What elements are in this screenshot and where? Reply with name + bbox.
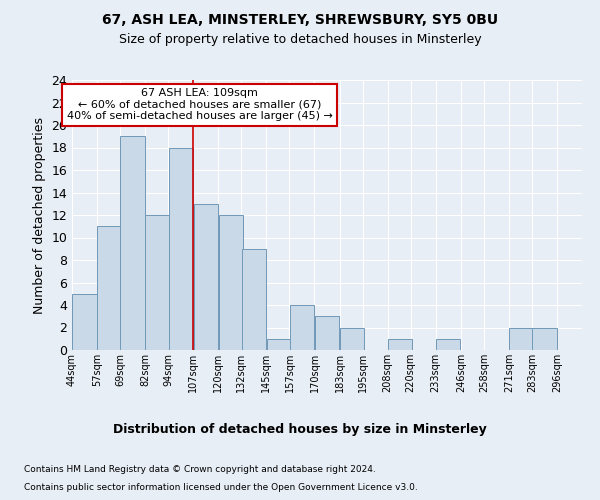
Bar bbox=[266, 339, 291, 350]
Bar bbox=[532, 328, 557, 350]
Text: Size of property relative to detached houses in Minsterley: Size of property relative to detached ho… bbox=[119, 32, 481, 46]
Bar bbox=[218, 215, 243, 350]
Bar bbox=[290, 305, 314, 350]
Bar bbox=[436, 339, 460, 350]
Bar bbox=[121, 136, 145, 350]
Text: Contains public sector information licensed under the Open Government Licence v3: Contains public sector information licen… bbox=[24, 482, 418, 492]
Text: Distribution of detached houses by size in Minsterley: Distribution of detached houses by size … bbox=[113, 422, 487, 436]
Bar bbox=[315, 316, 339, 350]
Y-axis label: Number of detached properties: Number of detached properties bbox=[33, 116, 46, 314]
Bar bbox=[145, 215, 170, 350]
Bar bbox=[242, 249, 266, 350]
Bar bbox=[72, 294, 97, 350]
Bar bbox=[509, 328, 533, 350]
Text: 67, ASH LEA, MINSTERLEY, SHREWSBURY, SY5 0BU: 67, ASH LEA, MINSTERLEY, SHREWSBURY, SY5… bbox=[102, 12, 498, 26]
Bar bbox=[388, 339, 412, 350]
Bar bbox=[169, 148, 193, 350]
Bar bbox=[194, 204, 218, 350]
Text: 67 ASH LEA: 109sqm
← 60% of detached houses are smaller (67)
40% of semi-detache: 67 ASH LEA: 109sqm ← 60% of detached hou… bbox=[67, 88, 332, 122]
Text: Contains HM Land Registry data © Crown copyright and database right 2024.: Contains HM Land Registry data © Crown c… bbox=[24, 465, 376, 474]
Bar bbox=[340, 328, 364, 350]
Bar bbox=[97, 226, 122, 350]
